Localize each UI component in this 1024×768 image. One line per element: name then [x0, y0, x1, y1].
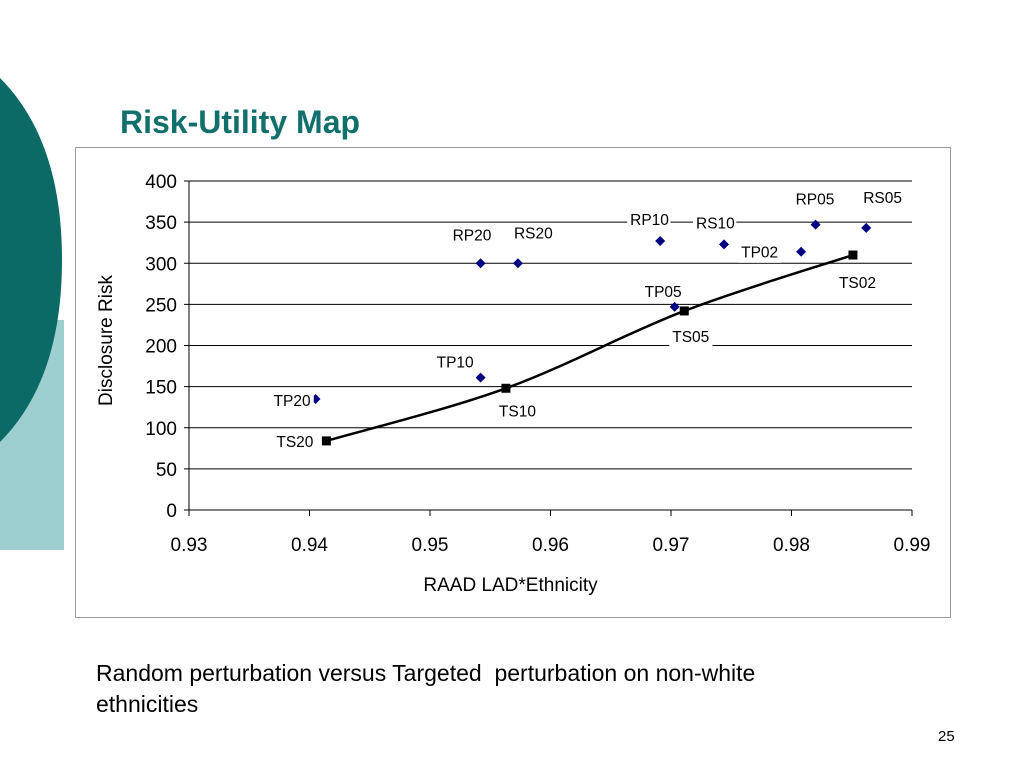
- point-label-ts02: TS02: [839, 275, 876, 292]
- dark-teal-arc: [0, 78, 62, 442]
- data-point-tp05: [669, 301, 680, 312]
- point-label-bg: [693, 213, 737, 234]
- targeted-swap-line: [326, 253, 854, 443]
- point-label-bg: [495, 401, 540, 422]
- y-tick-label: 0: [166, 501, 177, 522]
- x-tick-label: 0.97: [653, 535, 690, 556]
- data-point-rs10: [719, 239, 730, 250]
- y-tick-label: 100: [145, 419, 177, 440]
- y-tick-label: 250: [145, 295, 177, 316]
- point-label-bg: [273, 431, 317, 452]
- point-label-tp02: TP02: [741, 245, 778, 262]
- y-tick-label: 150: [145, 378, 177, 399]
- x-tick-label: 0.93: [171, 535, 208, 556]
- y-tick-label: 400: [145, 172, 177, 193]
- slide-title: Risk-Utility Map: [120, 104, 361, 140]
- data-point-rs05: [861, 222, 872, 233]
- data-point-rp05: [810, 219, 821, 230]
- point-label-ts05: TS05: [672, 329, 709, 346]
- point-label-tp20: TP20: [274, 393, 311, 410]
- point-label-rs05: RS05: [863, 190, 902, 207]
- point-label-tp05: TP05: [645, 284, 682, 301]
- x-tick-label: 0.95: [412, 535, 449, 556]
- data-point-rp20: [475, 258, 486, 269]
- chart-frame: 0 50 100 150 200 250 300 350 400 0.93 0.94 0.95 0.96…: [75, 147, 951, 618]
- data-point-ts20: [321, 436, 331, 446]
- data-point-tp10: [475, 372, 486, 383]
- point-label-rs10: RS10: [696, 215, 735, 232]
- y-axis-title: Disclosure Risk: [96, 275, 117, 406]
- data-point-rp10: [655, 236, 666, 247]
- x-tick-label: 0.98: [773, 535, 810, 556]
- point-label-bg: [510, 223, 555, 244]
- point-label-rs20: RS20: [514, 225, 553, 242]
- data-point-ts10: [501, 383, 511, 393]
- point-label-ts20: TS20: [276, 434, 313, 451]
- point-label-ts10: TS10: [499, 403, 536, 420]
- point-label-bg: [835, 273, 880, 294]
- x-tick-label: 0.96: [532, 535, 569, 556]
- data-point-rs20: [512, 258, 523, 269]
- page-number: 25: [938, 728, 955, 745]
- point-label-bg: [641, 281, 685, 302]
- data-point-tp02: [796, 246, 807, 257]
- x-tick-label: 0.99: [894, 535, 931, 556]
- x-axis-title: RAAD LAD*Ethnicity: [423, 575, 598, 596]
- y-tick-label: 300: [145, 254, 177, 275]
- point-label-bg: [669, 326, 713, 347]
- slide-caption: Random perturbation versus Targeted pert…: [96, 660, 762, 717]
- point-label-bg: [449, 225, 493, 246]
- point-label-rp20: RP20: [453, 227, 492, 244]
- point-label-bg: [433, 352, 477, 373]
- y-tick-label: 200: [145, 337, 177, 358]
- point-label-bg: [270, 390, 314, 411]
- risk-utility-chart: 0 50 100 150 200 250 300 350 400 0.93 0.94 0.95 0.96…: [96, 172, 931, 596]
- decorative-side-shapes: [0, 78, 64, 550]
- point-label-bg: [627, 210, 671, 231]
- point-label-tp10: TP10: [437, 355, 474, 372]
- point-label-bg: [860, 187, 904, 208]
- point-label-rp10: RP10: [630, 212, 669, 229]
- point-label-bg: [738, 242, 782, 263]
- point-label-bg: [792, 189, 836, 210]
- y-tick-label: 350: [145, 213, 177, 234]
- x-tick-label: 0.94: [291, 535, 328, 556]
- data-point-ts02: [848, 250, 858, 260]
- data-point-ts05: [679, 306, 689, 316]
- y-tick-label: 50: [156, 460, 177, 481]
- point-label-rp05: RP05: [796, 192, 835, 209]
